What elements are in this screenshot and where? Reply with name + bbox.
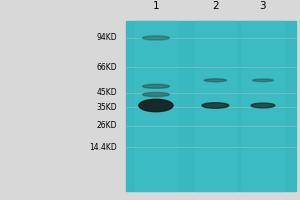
- Bar: [195, 21, 236, 191]
- Text: 35KD: 35KD: [97, 103, 117, 112]
- Text: 3: 3: [260, 1, 266, 11]
- Ellipse shape: [142, 84, 169, 88]
- Ellipse shape: [139, 99, 173, 112]
- Text: 1: 1: [153, 1, 159, 11]
- Bar: [126, 21, 296, 191]
- Text: 26KD: 26KD: [97, 121, 117, 130]
- Bar: [135, 21, 177, 191]
- Ellipse shape: [204, 79, 226, 82]
- Ellipse shape: [202, 103, 229, 108]
- Bar: [242, 21, 284, 191]
- Text: 66KD: 66KD: [97, 63, 117, 72]
- Text: 2: 2: [212, 1, 219, 11]
- Text: 45KD: 45KD: [97, 88, 117, 97]
- Ellipse shape: [251, 103, 275, 108]
- Ellipse shape: [142, 93, 169, 97]
- Text: 14.4KD: 14.4KD: [90, 143, 117, 152]
- Ellipse shape: [142, 36, 169, 40]
- Text: 94KD: 94KD: [97, 33, 117, 42]
- Ellipse shape: [253, 79, 273, 82]
